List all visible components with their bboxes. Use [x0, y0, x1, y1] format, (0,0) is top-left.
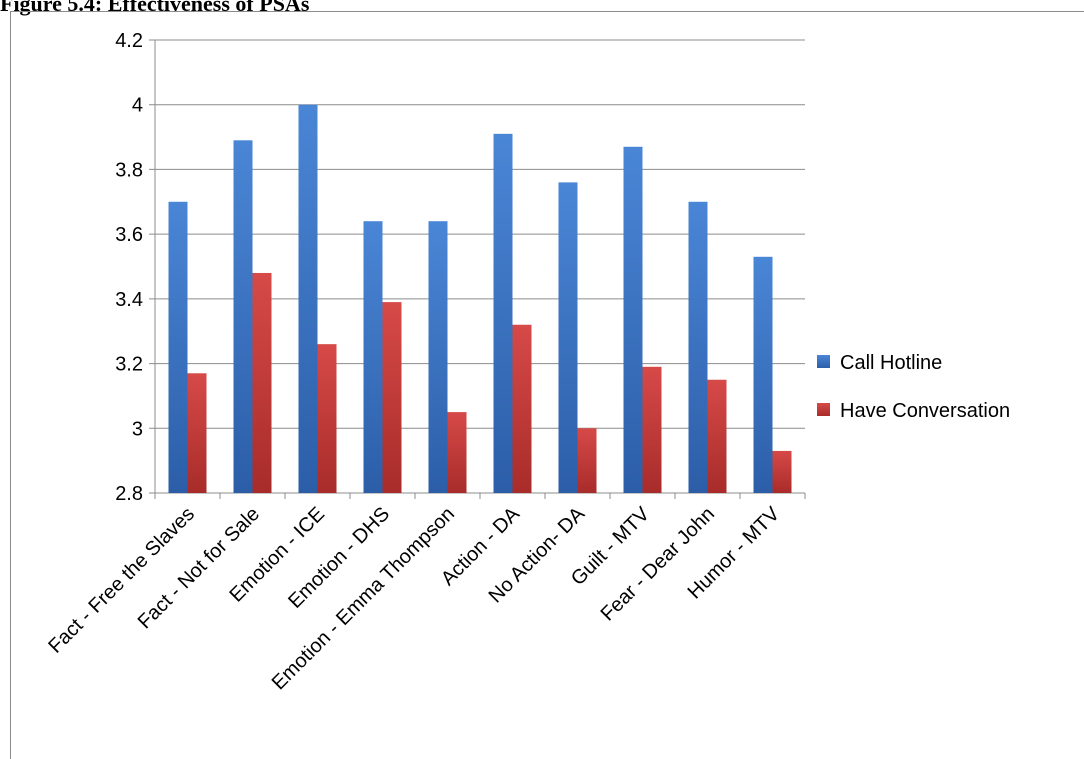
bar-have-conversation	[252, 272, 272, 493]
bar-have-conversation	[512, 324, 532, 493]
bar-have-conversation	[577, 428, 597, 493]
y-tick-label: 3.2	[115, 354, 143, 376]
legend-swatch	[817, 403, 830, 416]
bar-have-conversation	[772, 450, 792, 493]
bar-call-hotline	[493, 133, 513, 494]
bar-have-conversation	[707, 379, 727, 493]
chart-frame	[10, 11, 1084, 759]
bar-call-hotline	[298, 104, 318, 493]
bar-call-hotline	[753, 256, 773, 493]
bar-call-hotline	[233, 140, 253, 494]
bar-have-conversation	[317, 344, 337, 493]
legend: Call Hotline Have Conversation	[817, 352, 1010, 422]
bar-call-hotline	[428, 221, 448, 493]
y-tick-label: 2.8	[115, 483, 143, 505]
bar-have-conversation	[187, 373, 207, 493]
x-tick-label: Fact - Not for Sale	[134, 503, 264, 633]
bar-call-hotline	[558, 182, 578, 493]
legend-swatch	[817, 355, 830, 368]
y-tick-label: 3.8	[115, 159, 143, 181]
y-tick-labels: 2.8 3 3.2 3.4 3.6 3.8 4 4.2	[115, 30, 143, 505]
legend-label: Have Conversation	[840, 400, 1010, 422]
axes	[154, 40, 806, 499]
x-tick-label: Fear - Dear John	[597, 503, 719, 625]
bar-have-conversation	[447, 412, 467, 493]
bar-have-conversation	[382, 302, 402, 493]
bar-call-hotline	[363, 221, 383, 493]
bar-have-conversation	[642, 366, 662, 493]
y-tick-label: 3.6	[115, 224, 143, 246]
bars	[168, 104, 792, 494]
bar-call-hotline	[688, 201, 708, 494]
figure-heading: Figure 5.4: Effectiveness of PSAs	[0, 0, 310, 16]
bar-call-hotline	[623, 146, 643, 493]
bar-call-hotline	[168, 201, 188, 494]
y-tick-label: 3	[132, 418, 143, 440]
y-tick-label: 3.4	[115, 289, 143, 311]
y-tick-label: 4.2	[115, 30, 143, 52]
legend-label: Call Hotline	[840, 352, 942, 374]
y-tick-label: 4	[132, 95, 143, 117]
